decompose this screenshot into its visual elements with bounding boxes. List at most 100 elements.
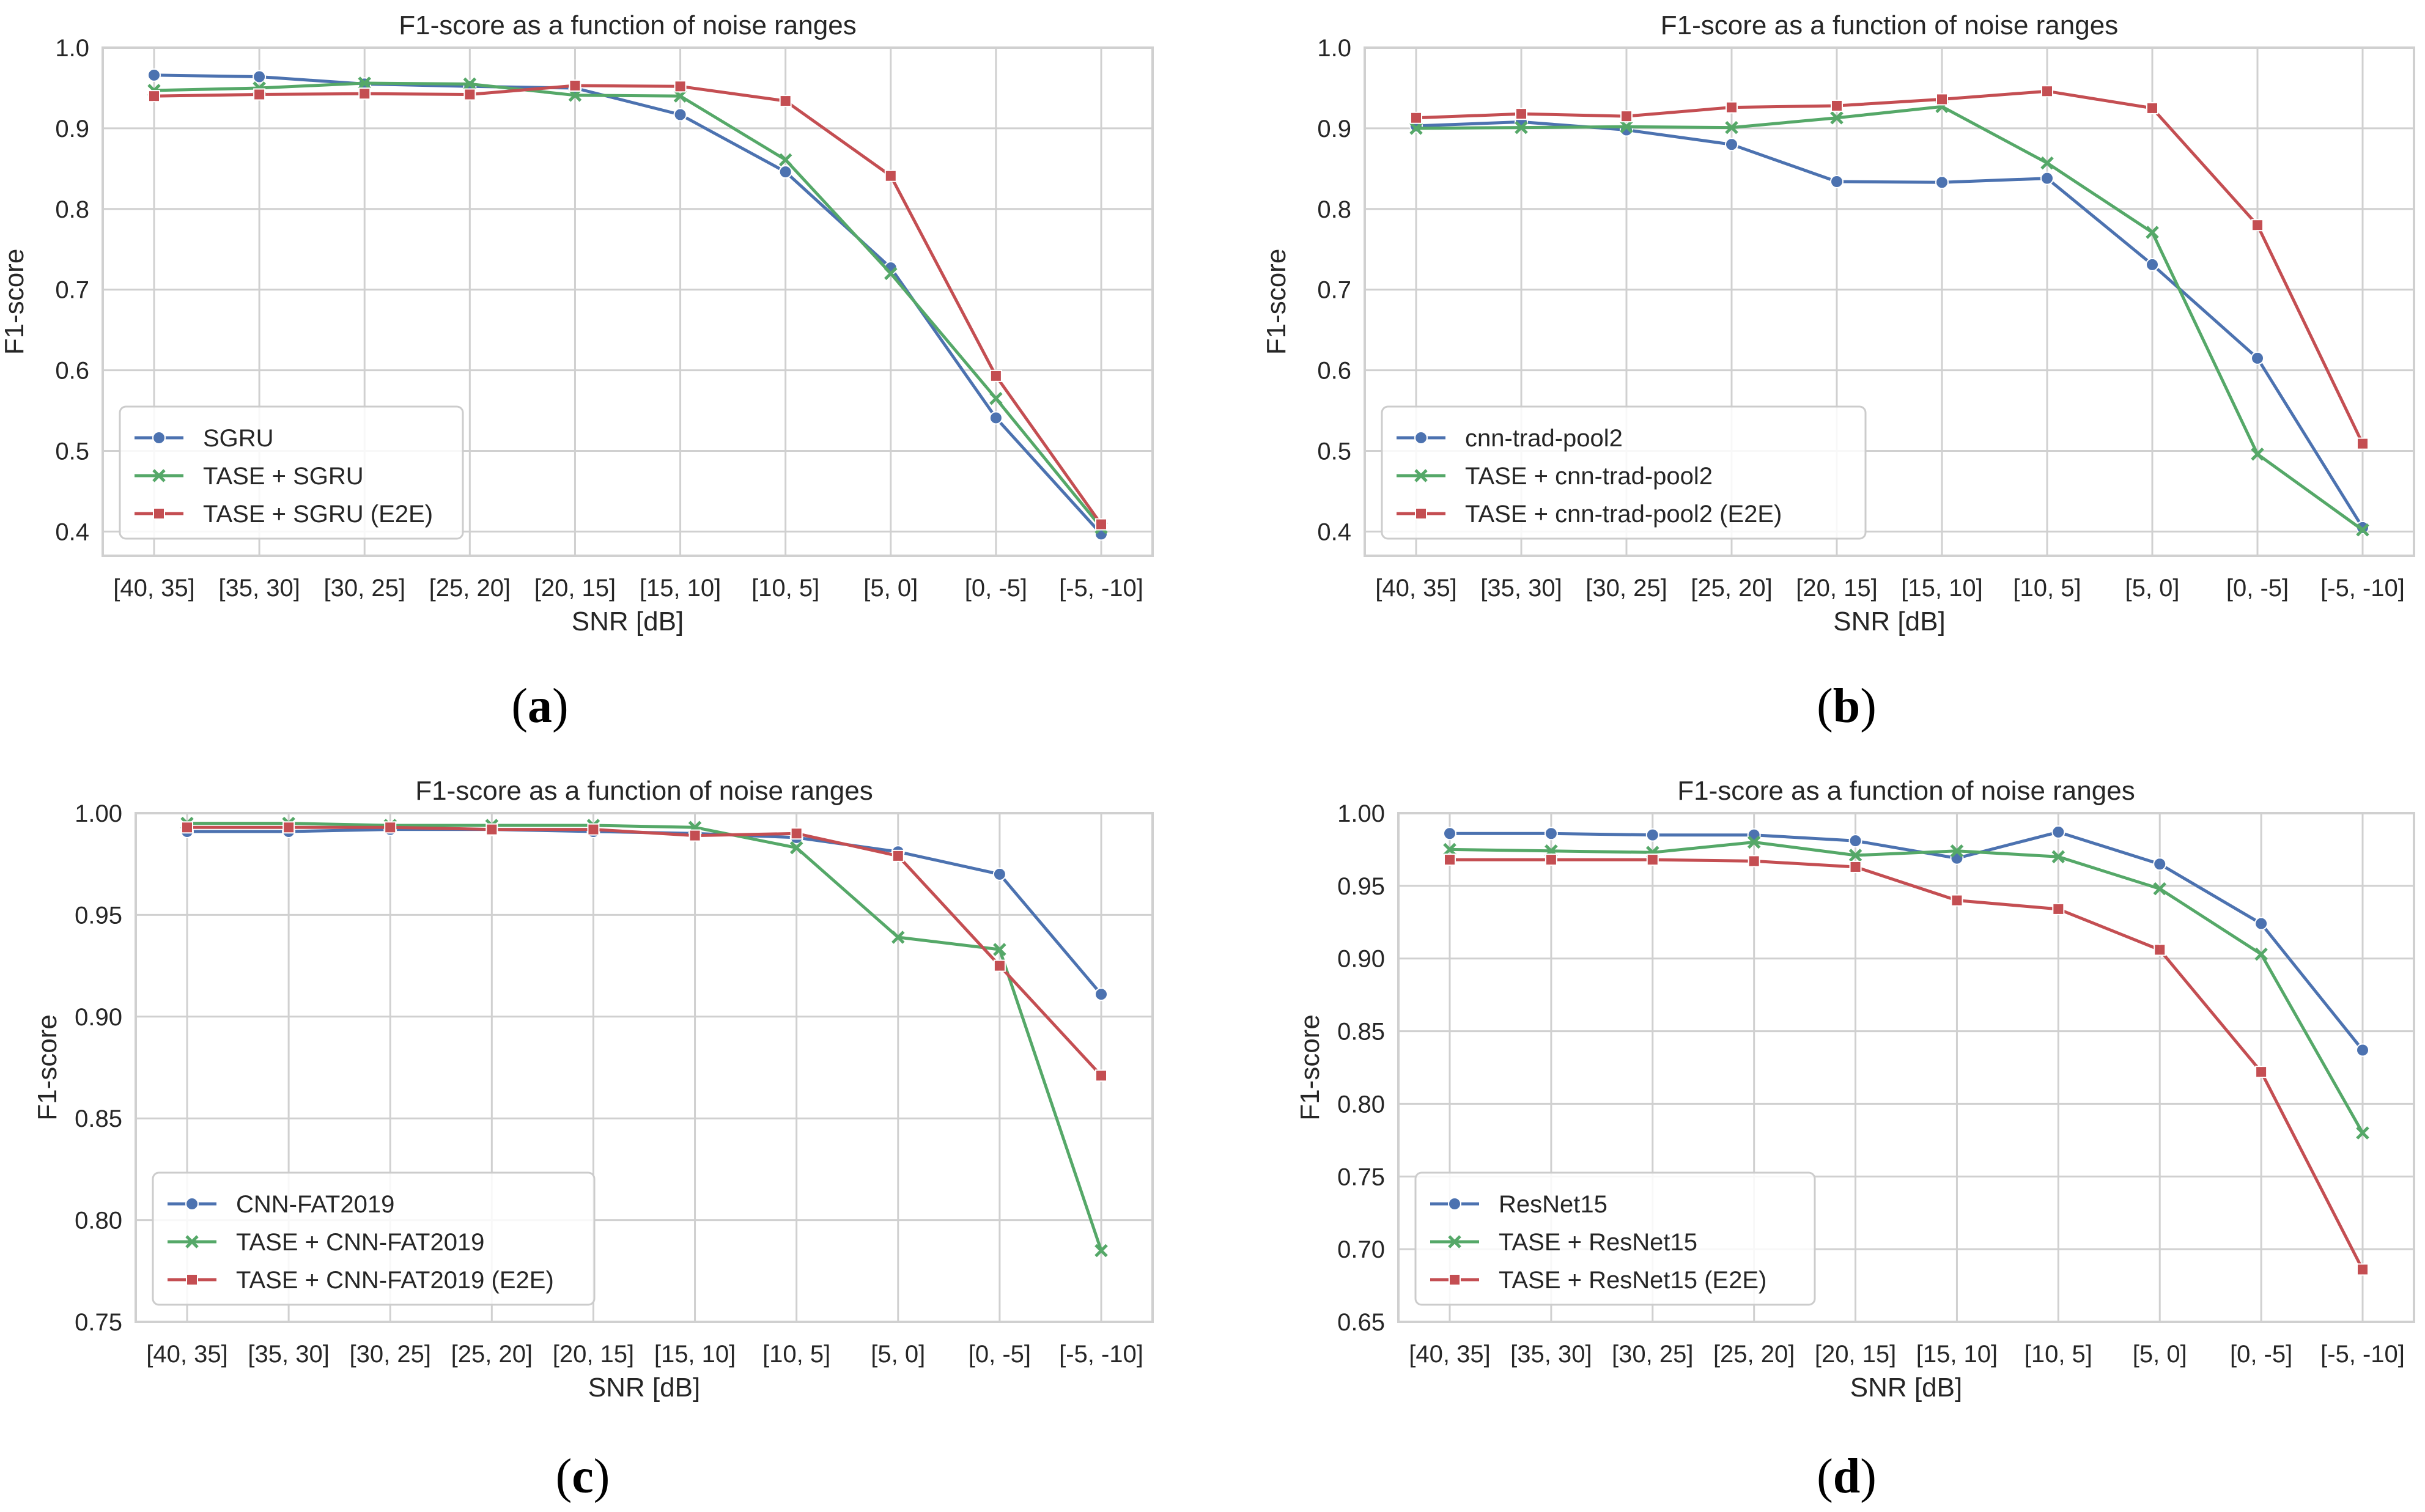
panel-c-legend [152, 1171, 596, 1306]
panel-c-ytick-label: 0.75 [75, 1309, 122, 1336]
panel-a-xtick-label: [-5, -10] [1059, 575, 1143, 602]
panel-c-ytick-label: 1.00 [75, 800, 122, 827]
panel-c-xtick-label: [10, 5] [762, 1341, 830, 1368]
panel-d-series-1-point [1848, 834, 1862, 848]
panel-a-series-3-point [463, 88, 476, 101]
panel-c-ytick-label: 0.95 [75, 902, 122, 929]
panel-a-ytick-label: 1.0 [55, 35, 89, 62]
panel-a-series-line-2 [153, 81, 1102, 529]
panel-d-ytick-label: 0.80 [1337, 1091, 1385, 1118]
panel-b-series-3-point [2357, 437, 2369, 450]
panel-a-series-2-point [358, 76, 371, 90]
caption-panel-d: (d) [1817, 1450, 1877, 1503]
panel-b-xtick-label: [25, 20] [1691, 575, 1772, 602]
panel-d-ytick-label: 0.95 [1337, 873, 1385, 900]
panel-b-series-1-point [1725, 138, 1738, 152]
panel-d-series-line-1 [1450, 830, 2364, 1052]
panel-a-ytick-label: 0.6 [55, 358, 89, 385]
panel-c-series-3-point [485, 823, 498, 836]
panel-c-xtick-label: [30, 25] [350, 1341, 431, 1368]
panel-d-series-1-point [1443, 827, 1456, 841]
panel-b-ytick-label: 0.4 [1317, 518, 1351, 545]
panel-a-series-3-point [884, 169, 897, 182]
panel-d-legend [1414, 1171, 1816, 1306]
panel-a-series-line-3 [153, 84, 1103, 526]
panel-a-xtick-label: [15, 10] [640, 575, 721, 602]
panel-d-series-line-2 [1449, 841, 2364, 1134]
panel-d-series-3-point [2255, 1066, 2268, 1079]
panel-d-series-1-point [1544, 827, 1558, 841]
panel-b-xlabel: SNR [dB] [1833, 607, 1945, 636]
panel-d-xtick-label: [30, 25] [1612, 1341, 1693, 1368]
panel-d-series-1-point [2254, 916, 2268, 931]
panel-b-legend-label: TASE + cnn-trad-pool2 (E2E) [1465, 501, 1782, 528]
panel-d-legend-marker [1449, 1274, 1461, 1286]
chart-panel-d: 0.65 0.70 0.75 0.80 0.85 0.90 0.95 1.00 [40, 35]… [1295, 776, 2415, 1403]
panel-d-xtick-label: [20, 15] [1815, 1341, 1896, 1368]
panel-c-frame [135, 812, 1154, 1323]
panel-c-xtick-label: [15, 10] [654, 1341, 736, 1368]
panel-b-series-1-point [1935, 175, 1949, 190]
panel-a-series-3-point [989, 369, 1002, 382]
panel-a-series-3-point [569, 79, 581, 92]
panel-c-series-3-point [688, 829, 701, 842]
panel-d-ytick-label: 0.75 [1337, 1164, 1385, 1190]
panel-b-series-3-point [2146, 101, 2158, 114]
panel-b-xtick-label: [10, 5] [2013, 575, 2081, 602]
panel-d-xtick-label: [5, 0] [2133, 1341, 2187, 1368]
panel-c-series-1-point [1094, 987, 1108, 1001]
panel-b-ytick-label: 0.9 [1317, 116, 1351, 142]
panel-d-series-3-point [1951, 894, 1963, 907]
panel-d-ytick-label: 0.65 [1337, 1309, 1385, 1336]
panel-c-series-3-point [282, 821, 295, 834]
panel-d-legend-label: TASE + ResNet15 [1499, 1229, 1697, 1256]
panel-b-series-1-point [1830, 174, 1844, 188]
chart-panel-b: 0.4 0.5 0.6 0.7 0.8 0.9 1.0 [40, 35] [35, 30] [30… [1261, 10, 2415, 636]
caption-panel-c: (c) [555, 1450, 610, 1503]
panel-d-series-3-point [1444, 854, 1456, 866]
panel-a-legend-marker [152, 431, 166, 444]
panel-b-xtick-label: [20, 15] [1796, 575, 1877, 602]
panel-a-ytick-label: 0.4 [55, 518, 89, 545]
panel-b-xtick-label: [40, 35] [1375, 575, 1456, 602]
panel-b-series-1-point [2251, 351, 2264, 365]
caption-panel-b: (b) [1817, 679, 1877, 733]
panel-a-xtick-label: [5, 0] [863, 575, 918, 602]
panel-b-series-line-3 [1416, 89, 2364, 444]
panel-b-series-1-point [2356, 520, 2369, 534]
panel-a-xtick-label: [20, 15] [534, 575, 616, 602]
panel-c-ylabel: F1-score [32, 1014, 62, 1121]
panel-a-legend-label: TASE + SGRU [203, 463, 364, 490]
panel-a-xtick-label: [30, 25] [324, 575, 405, 602]
panel-c-xtick-label: [35, 30] [248, 1341, 329, 1368]
panel-b-xtick-label: [15, 10] [1901, 575, 1982, 602]
panel-b-legend-marker [1415, 507, 1427, 520]
panel-b-series-3-point [1410, 111, 1422, 124]
panel-a-legend-label: TASE + SGRU (E2E) [203, 501, 433, 528]
panel-c-legend-marker [186, 1274, 198, 1286]
panel-d-frame [1397, 812, 2415, 1323]
panel-b-legend-label: cnn-trad-pool2 [1465, 425, 1623, 452]
panel-d-series-3-point [2357, 1263, 2369, 1276]
panel-c-legend-label: TASE + CNN-FAT2019 [236, 1229, 484, 1256]
panel-a-xtick-label: [0, -5] [965, 575, 1027, 602]
panel-c-series-3-point [587, 823, 600, 836]
panel-c-ytick-label: 0.90 [75, 1004, 122, 1031]
panel-d-legend-label: ResNet15 [1499, 1191, 1607, 1218]
panel-a-xtick-label: [40, 35] [113, 575, 194, 602]
panel-c-ytick-label: 0.80 [75, 1208, 122, 1234]
panel-a-legend-marker [153, 507, 165, 520]
panel-d-series-3-point [1646, 854, 1659, 866]
panel-d-series-2-point [2153, 882, 2166, 896]
panel-b-xtick-label: [-5, -10] [2320, 575, 2405, 602]
panel-d-series-2-point [1747, 835, 1761, 849]
panel-b-series-2-point [2146, 226, 2159, 239]
panel-a-series-3-point [779, 95, 792, 108]
chart-panel-a: 0.4 0.5 0.6 0.7 0.8 0.9 1.0 [40, 35] [35, 30] [30… [0, 10, 1154, 636]
panel-c-series-1-point [992, 867, 1006, 881]
panel-c-series-2-point [789, 841, 803, 855]
panel-b-ytick-label: 0.6 [1317, 358, 1351, 385]
panel-d-xtick-label: [15, 10] [1916, 1341, 1998, 1368]
panel-b-series-3-point [1620, 110, 1633, 123]
